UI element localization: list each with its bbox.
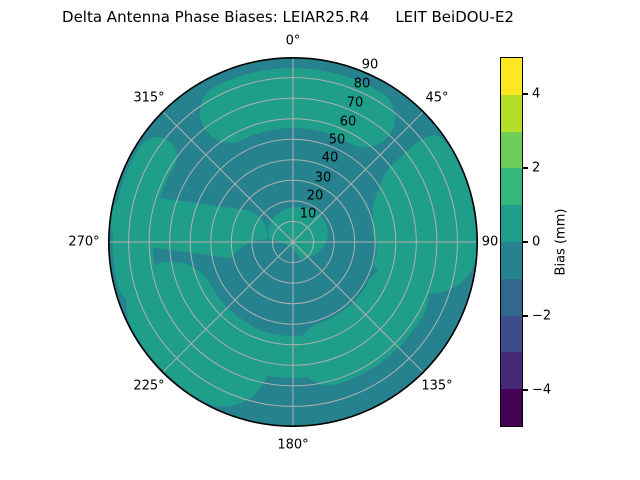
radial-label-60: 60 <box>339 114 357 130</box>
colorbar-segment-6 <box>501 278 522 316</box>
colorbar-gradient <box>500 57 523 427</box>
angular-label-270: 270° <box>68 234 100 250</box>
radial-label-70: 70 <box>346 95 364 111</box>
grid-spoke-135-315 <box>161 110 425 374</box>
polar-grid <box>108 57 478 427</box>
colorbar-tickmark-0 <box>523 241 528 243</box>
radial-label-20: 20 <box>306 188 324 204</box>
radial-label-50: 50 <box>328 132 346 148</box>
colorbar-tickmark-2 <box>523 167 528 169</box>
angular-label-225: 225° <box>133 378 165 394</box>
colorbar-axis-label: Bias (mm) <box>553 208 569 276</box>
colorbar-tickmark-4 <box>523 93 528 95</box>
southwest-patch-region <box>126 261 270 407</box>
colorbar-ticklabel-neg2: −2 <box>532 308 552 324</box>
colorbar-segment-2 <box>501 131 522 169</box>
colorbar-ticklabel-2: 2 <box>532 160 541 176</box>
colorbar-segment-0 <box>501 58 522 95</box>
colorbar-segment-8 <box>501 352 522 390</box>
colorbar-segment-4 <box>501 205 522 242</box>
colorbar-ticklabel-0: 0 <box>532 234 541 250</box>
radial-label-10: 10 <box>299 206 317 222</box>
radial-label-40: 40 <box>321 150 339 166</box>
east-center-dark-region <box>325 224 377 276</box>
polar-boundary <box>108 57 478 427</box>
angular-label-135: 135° <box>421 378 453 394</box>
polar-plot-area: 0° 45° 90 135° 180° 225° 270° 315° 10 20… <box>68 35 498 452</box>
radial-label-30: 30 <box>314 170 332 186</box>
colorbar-ticklabel-neg4: −4 <box>532 382 552 398</box>
bias-dark-patches <box>224 224 377 313</box>
angular-label-45: 45° <box>425 90 449 106</box>
colorbar-segment-3 <box>501 168 522 206</box>
colorbar: 4 2 0 −2 −4 <box>500 57 580 427</box>
west-tongue-region <box>109 194 268 260</box>
colorbar-tickmark-neg2 <box>523 315 528 317</box>
angular-label-180: 180° <box>277 437 309 453</box>
colorbar-segment-7 <box>501 315 522 353</box>
colorbar-segment-9 <box>501 389 522 426</box>
radial-label-80: 80 <box>353 76 371 92</box>
angular-label-0: 0° <box>285 33 301 49</box>
polar-surface <box>108 57 478 427</box>
angular-label-315: 315° <box>133 90 165 106</box>
colorbar-segment-1 <box>501 94 522 132</box>
radial-label-90: 90 <box>361 57 379 73</box>
colorbar-segment-5 <box>501 241 522 279</box>
colorbar-tickmark-neg4 <box>523 389 528 391</box>
southwest-center-dark-region <box>224 239 304 313</box>
colorbar-ticklabel-4: 4 <box>532 86 541 102</box>
chart-title-right: LEIT BeiDOU-E2 <box>395 8 514 26</box>
chart-title-left: Delta Antenna Phase Biases: LEIAR25.R4 <box>62 8 370 26</box>
chart-title: Delta Antenna Phase Biases: LEIAR25.R4 L… <box>62 8 514 26</box>
angular-label-90: 90 <box>481 234 499 250</box>
